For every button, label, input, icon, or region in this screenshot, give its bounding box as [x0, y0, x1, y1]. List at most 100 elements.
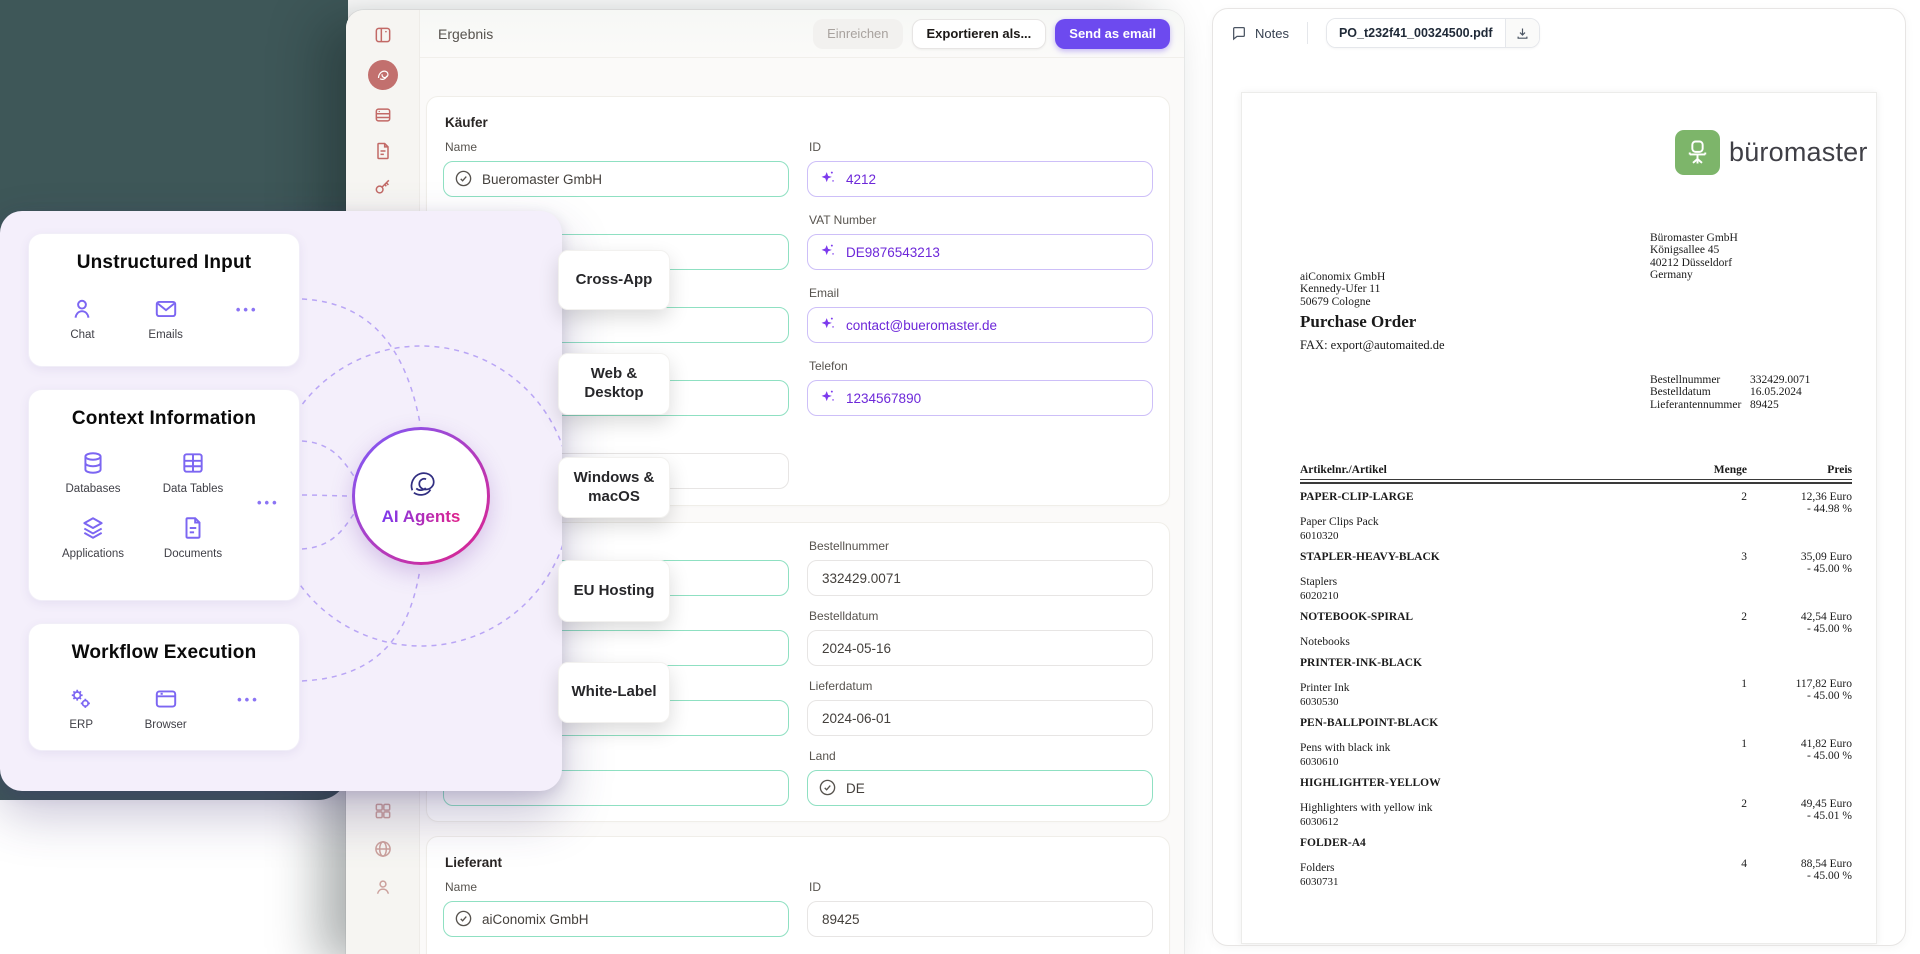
pdf-viewer-panel: Notes PO_t232f41_00324500.pdf büromaster…: [1212, 8, 1906, 946]
notes-label: Notes: [1255, 25, 1289, 41]
erp-item: ERP: [68, 686, 94, 731]
article-discount: - 45.00 %: [1806, 749, 1852, 762]
item-label: Data Tables: [162, 483, 224, 495]
sender-address: aiConomix GmbH Kennedy-Ufer 11 50679 Col…: [1300, 271, 1385, 308]
kaeufer-phone-label: Telefon: [809, 359, 848, 373]
table-row: STAPLER-HEAVY-BLACK Staplers 6020210 3 35,…: [1300, 544, 1852, 604]
export-as-button[interactable]: Exportieren als...: [911, 18, 1047, 49]
kaeufer-phone-input[interactable]: [807, 380, 1153, 416]
article-desc: Staplers: [1300, 575, 1338, 588]
table-row: PEN-BALLPOINT-BLACK Pens with black ink 60…: [1300, 710, 1852, 770]
data-tables-item: Data Tables: [143, 450, 243, 495]
file-pill: PO_t232f41_00324500.pdf: [1325, 18, 1540, 48]
ellipsis-icon: •••: [257, 494, 280, 510]
land-input[interactable]: [807, 770, 1153, 806]
order-meta: Bestellnummer 332429.0071 Bestelldatum 16.…: [1650, 374, 1810, 411]
download-button[interactable]: [1504, 19, 1539, 47]
sender-line: Kennedy-Ufer 11: [1300, 283, 1381, 296]
sender-line: aiConomix GmbH: [1300, 271, 1386, 283]
article-desc: Folders: [1300, 861, 1335, 874]
article-name: PAPER-CLIP-LARGE: [1300, 490, 1414, 503]
recipient-line: 40212 Düsseldorf: [1650, 256, 1733, 269]
sidebar-grid-icon[interactable]: [372, 800, 394, 822]
article-desc: Highlighters with yellow ink: [1300, 801, 1433, 814]
article-desc: Notebooks: [1300, 635, 1350, 648]
documents-item: Documents: [143, 515, 243, 560]
lieferant-id-input[interactable]: [807, 901, 1153, 937]
article-discount: - 45.00 %: [1806, 689, 1852, 702]
article-name: STAPLER-HEAVY-BLACK: [1300, 550, 1440, 563]
sidebar-globe-icon[interactable]: [372, 838, 394, 860]
meta-value: 89425: [1750, 398, 1779, 411]
brand-name: büromaster: [1729, 137, 1868, 167]
lieferant-section: Lieferant Name ID Straße: [426, 836, 1170, 954]
feature-label-web-desktop: Web & Desktop: [558, 353, 670, 415]
page-title: Ergebnis: [438, 25, 494, 42]
lieferant-id-label: ID: [809, 880, 821, 894]
lieferant-name-label: Name: [445, 880, 478, 894]
notes-button[interactable]: Notes: [1231, 25, 1289, 41]
article-discount: - 45.00 %: [1806, 869, 1852, 882]
pdf-page: büromaster Büromaster GmbH Königsallee 4…: [1241, 92, 1877, 944]
feature-label-white-label: White-Label: [558, 662, 670, 723]
header-divider: [1306, 22, 1308, 44]
bestellnummer-input[interactable]: [807, 560, 1153, 596]
ellipsis-icon: •••: [237, 692, 260, 707]
ellipsis-icon: •••: [235, 302, 259, 317]
recipient-line: Germany: [1650, 269, 1693, 282]
lieferdatum-input[interactable]: [807, 700, 1153, 736]
ai-agents-node: AI Agents: [352, 427, 490, 565]
user-icon: [75, 299, 90, 318]
context-information-card: Context Information Databases Data Table…: [28, 389, 300, 601]
column-header-qty: Menge: [1713, 464, 1747, 476]
article-qty: 2: [1741, 610, 1747, 623]
sidebar-panel-icon[interactable]: [372, 24, 394, 46]
kaeufer-email-label: Email: [809, 286, 840, 300]
meta-label: Bestelldatum: [1650, 386, 1711, 399]
sidebar-user-icon[interactable]: [372, 876, 394, 898]
article-discount: - 45.00 %: [1806, 622, 1852, 635]
buromaster-logo: büromaster: [1675, 130, 1868, 175]
table-row: PRINTER-INK-BLACK Printer Ink 6030530 1 11…: [1300, 650, 1852, 710]
meta-label: Bestellnummer: [1650, 374, 1721, 386]
article-price: 117,82 Euro: [1795, 677, 1852, 690]
pdf-filename[interactable]: PO_t232f41_00324500.pdf: [1326, 19, 1505, 47]
article-desc: Printer Ink: [1300, 681, 1350, 694]
table-header-row: Artikelnr./Artikel Menge Preis: [1300, 464, 1852, 480]
article-price: 35,09 Euro: [1800, 550, 1852, 563]
feature-label-cross-app: Cross-App: [558, 250, 670, 310]
sidebar-document-icon[interactable]: [372, 140, 394, 162]
lieferant-name-input[interactable]: [443, 901, 789, 937]
submit-button[interactable]: Einreichen: [813, 18, 903, 49]
kaeufer-vat-input[interactable]: [807, 234, 1153, 270]
chat-item: Chat: [69, 296, 95, 341]
article-price: 42,54 Euro: [1800, 610, 1852, 623]
ai-agents-label: AI Agents: [381, 507, 461, 526]
kaeufer-vat-label: VAT Number: [809, 213, 877, 227]
kaeufer-name-input[interactable]: [443, 161, 789, 197]
notes-comment-icon: [1233, 27, 1245, 41]
item-label: Applications: [61, 548, 124, 560]
card-title: Unstructured Input: [76, 252, 252, 273]
article-code: 6030731: [1300, 875, 1339, 888]
kaeufer-email-input[interactable]: [807, 307, 1153, 343]
unstructured-input-card: Unstructured Input Chat Emails •••: [28, 233, 300, 367]
bestelldatum-label: Bestelldatum: [809, 609, 879, 623]
recipient-address: Büromaster GmbH Königsallee 45 40212 Düs…: [1650, 232, 1738, 282]
article-price: 41,82 Euro: [1800, 737, 1852, 750]
item-label: ERP: [69, 719, 94, 731]
sidebar-key-icon[interactable]: [372, 176, 394, 198]
office-chair-icon: [1675, 130, 1720, 175]
send-as-email-button[interactable]: Send as email: [1055, 18, 1170, 49]
app-header: Ergebnis Einreichen Exportieren als... S…: [420, 10, 1184, 58]
sidebar-queue-icon[interactable]: [372, 104, 394, 126]
kaeufer-heading: Käufer: [445, 115, 488, 130]
article-name: PEN-BALLPOINT-BLACK: [1300, 716, 1439, 729]
bestelldatum-input[interactable]: [807, 630, 1153, 666]
card-title: Workflow Execution: [71, 642, 257, 663]
download-icon: [1517, 28, 1528, 39]
workspace-avatar[interactable]: [368, 60, 398, 90]
kaeufer-id-input[interactable]: [807, 161, 1153, 197]
layers-icon: [83, 517, 103, 539]
